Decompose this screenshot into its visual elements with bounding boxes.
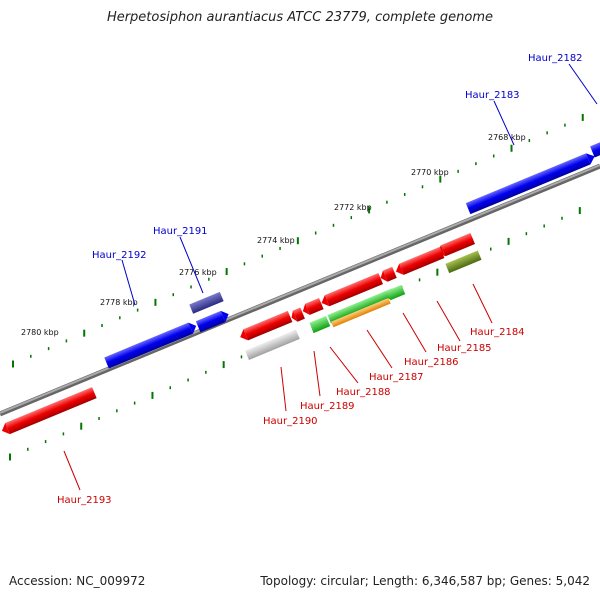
gene-arrowhead — [585, 153, 595, 165]
gene-label-haur-2184[interactable]: Haur_2184 — [470, 327, 525, 338]
gene-haur-2192[interactable] — [104, 322, 193, 369]
gene-haur-2184[interactable] — [445, 250, 482, 274]
gene-haur-2192-b[interactable] — [195, 310, 226, 333]
scale-label: 2772 kbp — [334, 203, 372, 212]
gene-haur-2183[interactable] — [465, 153, 591, 215]
gene-arrowhead — [1, 423, 10, 435]
gene-arrowhead — [240, 329, 249, 341]
forward-connectors — [121, 63, 598, 306]
gene-label-haur-2193[interactable]: Haur_2193 — [57, 495, 112, 506]
reverse-connectors — [63, 283, 493, 491]
gene-haur-2190-red[interactable] — [243, 310, 293, 341]
scale-label: 2776 kbp — [179, 268, 217, 277]
gene-label-haur-2186[interactable]: Haur_2186 — [404, 357, 459, 368]
gene-arrowhead — [302, 303, 310, 315]
gene-label-haur-2190[interactable]: Haur_2190 — [263, 416, 318, 427]
gene-label-haur-2189[interactable]: Haur_2189 — [300, 401, 355, 412]
gene-haur-2188[interactable] — [331, 297, 391, 328]
gene-label-haur-2192[interactable]: Haur_2192 — [92, 250, 147, 261]
scale-label: 2774 kbp — [257, 236, 295, 245]
gene-arrowhead — [291, 310, 298, 322]
gene-label-haur-2182[interactable]: Haur_2182 — [528, 53, 583, 64]
map-title: Herpetosiphon aurantiacus ATCC 23779, co… — [106, 10, 494, 25]
gene-arrowhead — [220, 310, 229, 322]
gene-arrowhead — [380, 270, 388, 282]
scale-label: 2770 kbp — [411, 168, 449, 177]
gene-haur-2191[interactable] — [189, 291, 224, 314]
gene-haur-2189-c[interactable] — [292, 307, 305, 322]
gene-haur-2193[interactable] — [5, 387, 97, 435]
upper-tick-row — [12, 113, 584, 368]
gene-arrowhead — [188, 322, 197, 334]
gene-arrowhead — [321, 295, 330, 307]
scale-label: 2780 kbp — [21, 328, 59, 337]
gene-haur-2189[interactable] — [309, 316, 331, 334]
gene-haur-2186[interactable] — [399, 246, 445, 275]
gene-arrowhead — [395, 263, 404, 275]
genome-backbone-highlight — [0, 164, 600, 414]
gene-label-haur-2191[interactable]: Haur_2191 — [153, 226, 208, 237]
scale-label: 2768 kbp — [488, 133, 526, 142]
gene-haur-2187[interactable] — [324, 272, 384, 307]
gene-label-haur-2183[interactable]: Haur_2183 — [465, 90, 520, 101]
gene-haur-2190[interactable] — [245, 329, 300, 360]
gene-label-haur-2187[interactable]: Haur_2187 — [369, 372, 424, 383]
gene-haur-2189-b[interactable] — [305, 298, 324, 315]
scale-label: 2778 kbp — [100, 298, 138, 307]
accession-label: Accession: NC_009972 — [9, 574, 146, 588]
gene-label-haur-2185[interactable]: Haur_2185 — [437, 343, 492, 354]
gene-haur-2186-b[interactable] — [382, 266, 397, 282]
topology-label: Topology: circular; Length: 6,346,587 bp… — [260, 574, 590, 588]
gene-haur-2185[interactable] — [440, 232, 476, 257]
gene-label-haur-2188[interactable]: Haur_2188 — [336, 387, 391, 398]
gene-haur-2187-green[interactable] — [327, 288, 396, 324]
gene-haur-2182[interactable] — [590, 138, 600, 158]
gene-green-small[interactable] — [386, 284, 406, 301]
